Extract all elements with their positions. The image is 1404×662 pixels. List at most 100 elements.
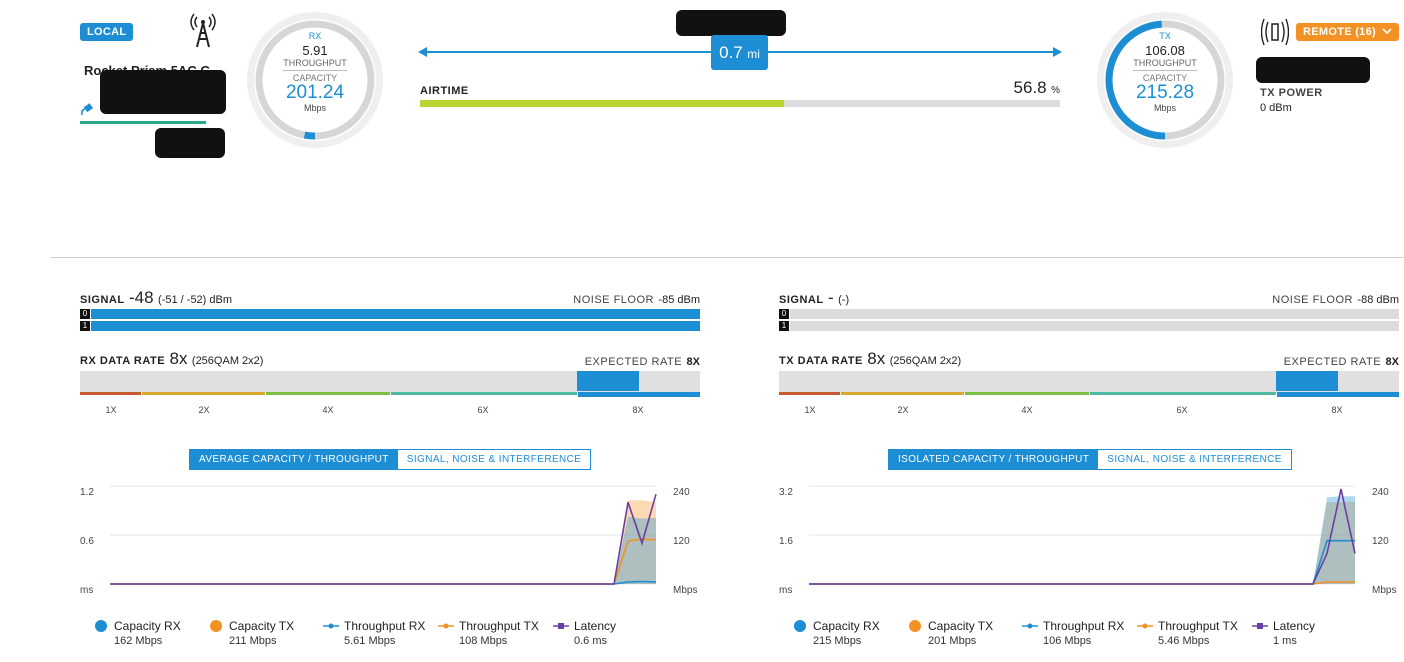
legend-marker-icon [909, 620, 921, 632]
rate-segment-1x [779, 392, 840, 395]
redacted-link-name [676, 10, 786, 36]
chart-tabs: AVERAGE CAPACITY / THROUGHPUT SIGNAL, NO… [189, 449, 592, 470]
legend-item[interactable]: Latency 0.6 ms [553, 619, 616, 647]
noise-floor-label: NOISE FLOOR [573, 294, 654, 306]
rate-segment-4x [266, 392, 390, 395]
legend-item[interactable]: Capacity TX 201 Mbps [909, 619, 993, 647]
legend-value: 211 Mbps [229, 635, 277, 647]
series-line-latency [809, 488, 1356, 585]
right-axis-tick: 240 [673, 487, 690, 498]
right-axis-tick: 240 [1372, 487, 1389, 498]
legend-marker-icon [210, 620, 222, 632]
rx-throughput-value: 5.91 [302, 43, 328, 58]
right-axis-unit: Mbps [1372, 585, 1397, 596]
series-area-capacity-rx [110, 516, 656, 584]
chain-level-fill [91, 321, 700, 331]
left-axis-tick: 3.2 [779, 487, 793, 498]
signal-value: - [828, 288, 834, 307]
tab-capacity-throughput[interactable]: AVERAGE CAPACITY / THROUGHPUT [190, 450, 398, 469]
chain-index: 1 [80, 321, 90, 331]
legend-name: Capacity RX [813, 619, 880, 633]
rate-segment-4x [965, 392, 1089, 395]
legend-item[interactable]: Capacity RX 162 Mbps [95, 619, 181, 647]
rx-throughput-label: THROUGHPUT [283, 58, 347, 68]
tx-power-label: TX POWER [1260, 87, 1323, 99]
tx-throughput-value: 106.08 [1145, 43, 1185, 58]
remote-panel: SIGNAL - (-) NOISE FLOOR -88 dBm 0 1 TX D… [779, 288, 1404, 658]
legend-value: 1 ms [1273, 635, 1297, 647]
legend-item[interactable]: Capacity TX 211 Mbps [210, 619, 295, 647]
legend-marker-icon [794, 620, 806, 632]
rate-tick: 1X [804, 405, 816, 415]
chain-index: 0 [779, 309, 789, 319]
legend-item[interactable]: Throughput TX 108 Mbps [438, 619, 539, 647]
airtime-value: 56.8 [1013, 78, 1047, 97]
legend-marker-icon [1137, 623, 1153, 629]
legend-name: Capacity TX [229, 619, 295, 633]
left-axis-tick: 0.6 [80, 536, 94, 547]
airtime-bar-fill [420, 100, 784, 107]
rate-tick: 6X [1176, 405, 1188, 415]
data-rate-track [80, 371, 700, 393]
capacity-throughput-chart[interactable] [809, 484, 1365, 594]
airtime-label: AIRTIME [420, 85, 469, 97]
tab-signal-noise[interactable]: SIGNAL, NOISE & INTERFERENCE [406, 454, 582, 465]
signal-label: SIGNAL [80, 294, 125, 306]
left-axis-unit: ms [779, 585, 793, 596]
noise-floor-label: NOISE FLOOR [1272, 294, 1353, 306]
legend-item[interactable]: Capacity RX 215 Mbps [794, 619, 880, 647]
tx-power-value: 0 dBm [1260, 102, 1292, 114]
noise-floor-value: -85 dBm [658, 294, 700, 306]
legend-item[interactable]: Throughput TX 5.46 Mbps [1137, 619, 1238, 647]
redacted-ip [100, 70, 226, 114]
data-rate-indicator [1276, 371, 1338, 391]
right-axis-tick: 120 [673, 536, 690, 547]
rate-tick: 2X [897, 405, 909, 415]
legend-name: Capacity RX [114, 619, 181, 633]
legend-name: Throughput RX [344, 619, 426, 633]
right-axis-unit: Mbps [673, 585, 698, 596]
series-line-latency [110, 493, 657, 585]
data-rate-label: RX DATA RATE [80, 355, 166, 367]
series-area-capacity-tx [809, 501, 1355, 584]
tab-signal-noise[interactable]: SIGNAL, NOISE & INTERFERENCE [1107, 454, 1282, 465]
data-rate-label: TX DATA RATE [779, 355, 863, 367]
legend-item[interactable]: Latency 1 ms [1252, 619, 1315, 647]
series-line-throughput-tx [110, 538, 657, 585]
tab-capacity-throughput[interactable]: ISOLATED CAPACITY / THROUGHPUT [889, 450, 1099, 469]
rate-tick: 2X [198, 405, 210, 415]
series-area-capacity-rx [809, 496, 1355, 584]
rate-segment-1x [80, 392, 141, 395]
capacity-throughput-chart[interactable] [110, 484, 666, 594]
series-line-throughput-rx [809, 539, 1355, 585]
legend-value: 5.46 Mbps [1158, 635, 1210, 647]
legend-item[interactable]: Throughput RX 106 Mbps [1022, 619, 1124, 647]
legend-value: 0.6 ms [574, 635, 608, 647]
redacted-remote-name [1256, 57, 1370, 83]
antenna-broadcast-icon [1261, 18, 1289, 46]
rate-segment-2x [142, 392, 265, 395]
rate-tick: 4X [1021, 405, 1033, 415]
series-area-capacity-tx [110, 500, 656, 584]
signal-detail: (-) [838, 294, 850, 306]
legend-value: 5.61 Mbps [344, 635, 396, 647]
legend-value: 215 Mbps [813, 635, 862, 647]
rate-tick: 6X [477, 405, 489, 415]
expected-rate-label: EXPECTED RATE [584, 356, 683, 368]
rate-segment-8x [578, 392, 700, 397]
distance-unit: mi [747, 47, 760, 61]
legend-marker-icon [323, 623, 339, 629]
rx-gauge [247, 12, 383, 148]
legend-item[interactable]: Throughput RX 5.61 Mbps [323, 619, 426, 647]
data-rate-value: 8x [169, 349, 188, 368]
chain-index: 0 [80, 309, 90, 319]
tx-gauge [1097, 12, 1233, 148]
remote-dropdown[interactable]: REMOTE (16) [1296, 23, 1400, 41]
link-distance-box: 0.7 mi [711, 35, 768, 70]
rate-tick: 8X [1331, 405, 1343, 415]
tower-icon [190, 13, 216, 48]
legend-marker-icon [95, 620, 107, 632]
rate-segment-6x [1090, 392, 1276, 395]
legend-marker-icon [1022, 623, 1038, 629]
tx-capacity-label: CAPACITY [1142, 73, 1188, 83]
